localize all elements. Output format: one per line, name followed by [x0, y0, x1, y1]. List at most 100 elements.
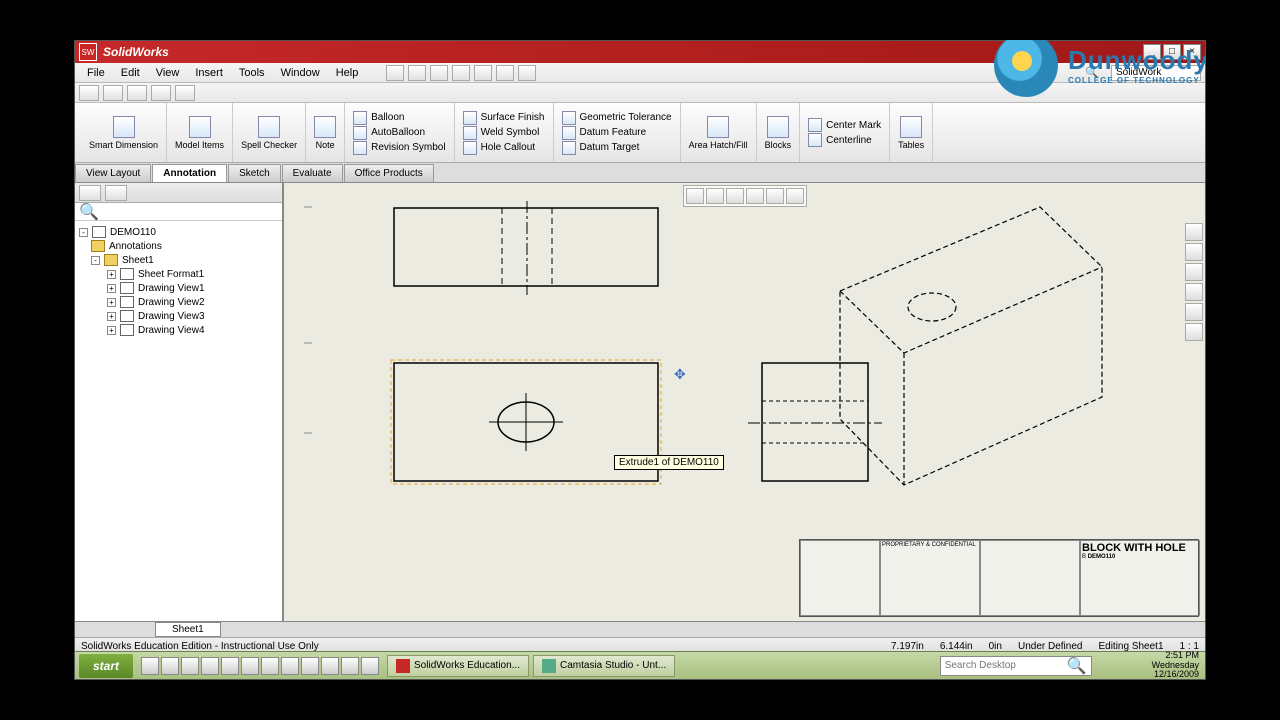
menu-window[interactable]: Window: [273, 65, 328, 81]
weld-symbol-button[interactable]: Weld Symbol: [463, 126, 545, 140]
start-button[interactable]: start: [79, 654, 133, 678]
quicklaunch-icon[interactable]: [161, 657, 179, 675]
menu-tools[interactable]: Tools: [231, 65, 273, 81]
desktop-search-input[interactable]: [945, 660, 1065, 671]
taskbar-app-button[interactable]: Camtasia Studio - Unt...: [533, 655, 675, 677]
model-items-button[interactable]: Model Items: [167, 103, 233, 162]
smart-dimension-button[interactable]: Smart Dimension: [81, 103, 167, 162]
title-block-cell: PROPRIETARY & CONFIDENTIAL: [880, 540, 980, 616]
app-title: SolidWorks: [103, 45, 169, 59]
tables-button[interactable]: Tables: [890, 103, 933, 162]
menu-view[interactable]: View: [148, 65, 188, 81]
drawing-title-block: PROPRIETARY & CONFIDENTIAL BLOCK WITH HO…: [799, 539, 1199, 617]
tree-filter-input[interactable]: [99, 205, 278, 219]
area-hatch-button[interactable]: Area Hatch/Fill: [681, 103, 757, 162]
overlay-brand: Dunwoody: [1068, 45, 1209, 76]
quicklaunch-icon[interactable]: [321, 657, 339, 675]
application-window: SW SolidWorks _ □ × File Edit View Inser…: [74, 40, 1206, 680]
quicklaunch-icon[interactable]: [341, 657, 359, 675]
windows-taskbar: start SolidWorks Education... Camtasia S…: [75, 651, 1205, 679]
letterbox: [0, 0, 74, 720]
quicklaunch-icon[interactable]: [261, 657, 279, 675]
quicklaunch-icon[interactable]: [141, 657, 159, 675]
menu-file[interactable]: File: [79, 65, 113, 81]
quicklaunch-icon[interactable]: [201, 657, 219, 675]
note-button[interactable]: Note: [306, 103, 345, 162]
title-block-cell: [980, 540, 1080, 616]
tab-sketch[interactable]: Sketch: [228, 164, 281, 182]
menu-help[interactable]: Help: [328, 65, 367, 81]
feature-manager-panel: 🔍 -DEMO110 Annotations -Sheet1 +Sheet Fo…: [75, 183, 283, 621]
quicklaunch-icon[interactable]: [361, 657, 379, 675]
tool-icon[interactable]: [79, 85, 99, 101]
quicklaunch-icon[interactable]: [281, 657, 299, 675]
desktop-search[interactable]: 🔍: [940, 656, 1092, 676]
tree-item[interactable]: Annotations: [79, 239, 278, 253]
tree-root[interactable]: -DEMO110: [79, 225, 278, 239]
quicklaunch-icon[interactable]: [241, 657, 259, 675]
centerline-button[interactable]: Centerline: [808, 133, 881, 147]
tree-item[interactable]: +Drawing View4: [79, 323, 278, 337]
title-block-cell: BLOCK WITH HOLE B DEMO110: [1080, 540, 1200, 616]
new-doc-icon[interactable]: [386, 65, 404, 81]
tool-icon[interactable]: [175, 85, 195, 101]
system-tray: 2:51 PM Wednesday 12/16/2009: [1092, 651, 1205, 681]
tool-icon[interactable]: [103, 85, 123, 101]
tree-item[interactable]: -Sheet1: [79, 253, 278, 267]
tray-icon[interactable]: [1134, 659, 1148, 673]
tab-office-products[interactable]: Office Products: [344, 164, 434, 182]
command-tabs: View Layout Annotation Sketch Evaluate O…: [75, 163, 1205, 183]
tool-icon[interactable]: [127, 85, 147, 101]
autoballoon-button[interactable]: AutoBalloon: [353, 126, 445, 140]
overlay-subtitle: COLLEGE OF TECHNOLOGY: [1068, 76, 1209, 85]
datum-feature-button[interactable]: Datum Feature: [562, 126, 672, 140]
clock: 2:51 PM Wednesday 12/16/2009: [1152, 651, 1199, 681]
drawing-number: DEMO110: [1088, 554, 1116, 560]
options-icon[interactable]: [518, 65, 536, 81]
tab-annotation[interactable]: Annotation: [152, 164, 227, 182]
tree-item[interactable]: +Drawing View2: [79, 295, 278, 309]
feature-tree: -DEMO110 Annotations -Sheet1 +Sheet Form…: [75, 221, 282, 621]
open-doc-icon[interactable]: [408, 65, 426, 81]
tray-icon[interactable]: [1098, 659, 1112, 673]
quicklaunch-icon[interactable]: [181, 657, 199, 675]
quicklaunch-icon[interactable]: [221, 657, 239, 675]
tray-icon[interactable]: [1116, 659, 1130, 673]
graphics-area[interactable]: ✥ Extrude1 of DEMO110 PROPRIETARY & CONF…: [283, 183, 1205, 621]
hole-callout-button[interactable]: Hole Callout: [463, 141, 545, 155]
tab-evaluate[interactable]: Evaluate: [282, 164, 343, 182]
sheet-tab[interactable]: Sheet1: [155, 622, 221, 637]
rebuild-icon[interactable]: [496, 65, 514, 81]
view-move-handle-icon[interactable]: ✥: [674, 366, 686, 383]
print-icon[interactable]: [452, 65, 470, 81]
tab-view-layout[interactable]: View Layout: [75, 164, 151, 182]
datum-target-button[interactable]: Datum Target: [562, 141, 672, 155]
surface-finish-button[interactable]: Surface Finish: [463, 111, 545, 125]
save-icon[interactable]: [430, 65, 448, 81]
tree-item[interactable]: +Drawing View3: [79, 309, 278, 323]
app-logo-icon: SW: [79, 43, 97, 61]
tree-item[interactable]: +Drawing View1: [79, 281, 278, 295]
feature-tree-tab-icon[interactable]: [79, 185, 101, 201]
property-manager-tab-icon[interactable]: [105, 185, 127, 201]
center-mark-button[interactable]: Center Mark: [808, 118, 881, 132]
spell-checker-button[interactable]: Spell Checker: [233, 103, 306, 162]
tool-icon[interactable]: [151, 85, 171, 101]
quicklaunch-icon[interactable]: [301, 657, 319, 675]
blocks-button[interactable]: Blocks: [757, 103, 801, 162]
sheet-tabs-bar: Sheet1: [75, 621, 1205, 637]
letterbox: [0, 0, 1280, 40]
geometric-tolerance-button[interactable]: Geometric Tolerance: [562, 111, 672, 125]
undo-icon[interactable]: [474, 65, 492, 81]
balloon-button[interactable]: Balloon: [353, 111, 445, 125]
filter-icon[interactable]: 🔍: [79, 202, 99, 222]
taskbar-app-button[interactable]: SolidWorks Education...: [387, 655, 529, 677]
tree-item[interactable]: +Sheet Format1: [79, 267, 278, 281]
feature-tooltip: Extrude1 of DEMO110: [614, 455, 724, 470]
revision-symbol-button[interactable]: Revision Symbol: [353, 141, 445, 155]
menu-insert[interactable]: Insert: [187, 65, 231, 81]
title-block-cell: [800, 540, 880, 616]
menu-edit[interactable]: Edit: [113, 65, 148, 81]
ribbon: Smart Dimension Model Items Spell Checke…: [75, 103, 1205, 163]
search-icon[interactable]: 🔍: [1067, 656, 1087, 676]
